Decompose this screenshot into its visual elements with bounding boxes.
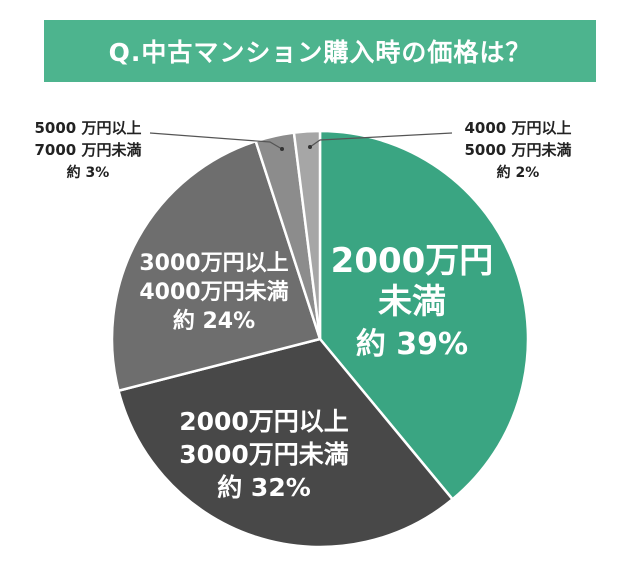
- leader-dot-3: [280, 147, 284, 151]
- slice-label-2-line-1: 4000万円未満: [139, 279, 288, 305]
- chart-title-bar: Q.中古マンション購入時の価格は？: [44, 20, 596, 82]
- slice-label-3-line-1: 7000 万円未満: [35, 141, 142, 159]
- slice-percent-label-2: 約 24%: [173, 308, 255, 334]
- slice-percent-label-3: 約 3%: [67, 164, 110, 181]
- pie-slice-1: [117, 337, 455, 549]
- leader-line-4: [309, 132, 453, 148]
- slice-percent-label-1: 約 32%: [217, 473, 311, 502]
- leader-dot-4: [308, 145, 312, 149]
- pie-slice-2: [110, 139, 322, 393]
- slice-label-1-line-1: 3000万円未満: [179, 440, 349, 469]
- slice-percent-label-0: 約 39%: [356, 327, 468, 362]
- slice-label-0-line-1: 未満: [378, 282, 446, 322]
- slice-label-4-line-0: 4000 万円以上: [465, 119, 572, 137]
- slice-label-3-line-0: 5000 万円以上: [35, 119, 142, 137]
- pie-slice-0: [318, 129, 530, 502]
- slice-label-4-line-1: 5000 万円未満: [465, 141, 572, 159]
- slice-label-2-line-0: 3000万円以上: [139, 251, 288, 276]
- leader-line-3: [149, 132, 283, 150]
- slice-label-1-line-0: 2000万円以上: [179, 407, 349, 436]
- chart-title: Q.中古マンション購入時の価格は？: [108, 38, 532, 67]
- slice-label-0-line-0: 2000万円: [331, 241, 494, 281]
- slice-percent-label-4: 約 2%: [497, 164, 540, 181]
- pie-slice-4: [292, 129, 322, 340]
